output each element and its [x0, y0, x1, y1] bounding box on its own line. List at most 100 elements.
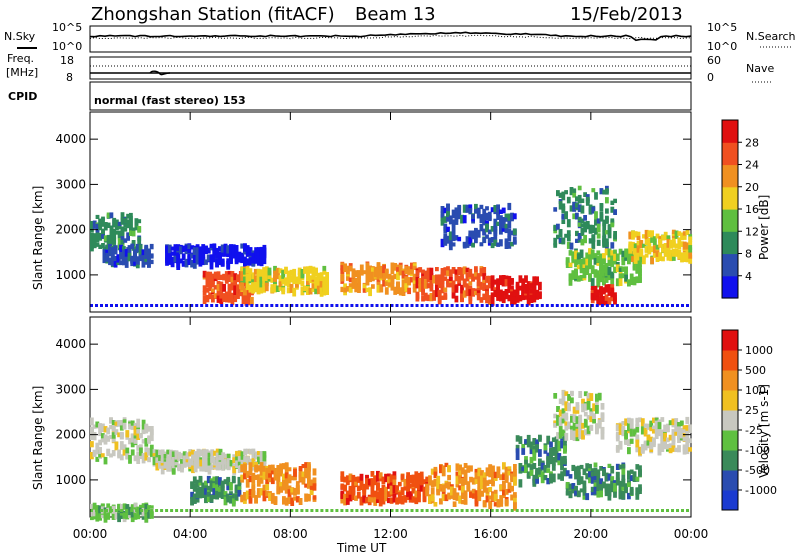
data-cell — [635, 434, 640, 443]
ground-cell — [285, 304, 289, 307]
data-cell — [628, 245, 633, 254]
data-cell — [553, 237, 558, 246]
data-cell — [103, 426, 108, 433]
data-cell — [177, 464, 182, 470]
ground-cell — [105, 304, 108, 307]
data-cell — [119, 260, 123, 265]
data-cell — [469, 491, 473, 498]
data-cell — [446, 226, 450, 232]
data-cell — [273, 280, 277, 286]
data-cell — [488, 501, 493, 510]
data-cell — [278, 281, 283, 287]
ground-cell — [645, 509, 649, 512]
data-cell — [92, 220, 97, 229]
data-cell — [642, 243, 646, 248]
data-cell — [655, 250, 660, 257]
ground-cell — [575, 509, 579, 512]
ground-cell — [550, 304, 554, 307]
data-cell — [521, 447, 526, 455]
data-cell — [268, 473, 272, 478]
data-cell — [569, 242, 574, 250]
ground-cell — [115, 304, 118, 307]
data-cell — [354, 285, 359, 293]
data-cell — [398, 271, 403, 276]
data-cell — [549, 477, 553, 484]
data-cell — [549, 454, 553, 463]
y-tick-label: 1000 — [55, 473, 86, 487]
data-cell — [596, 260, 601, 266]
data-cell — [311, 268, 316, 276]
data-cell — [485, 495, 490, 503]
data-cell — [216, 295, 221, 303]
ground-cell — [565, 304, 569, 307]
data-cell — [451, 283, 456, 292]
data-cell — [524, 459, 528, 466]
data-cell — [688, 254, 693, 264]
data-cell — [270, 467, 275, 475]
data-cell — [600, 426, 605, 434]
data-cell — [135, 247, 140, 252]
data-cell — [621, 478, 626, 487]
data-cell — [130, 449, 135, 456]
data-cell — [112, 228, 117, 234]
data-cell — [482, 293, 487, 301]
data-cell — [144, 251, 149, 259]
ground-cell — [505, 509, 509, 512]
data-cell — [440, 238, 445, 248]
data-cell — [688, 447, 692, 452]
data-cell — [557, 447, 562, 452]
data-cell — [184, 258, 189, 268]
data-cell — [571, 483, 576, 490]
data-cell — [621, 468, 626, 475]
data-cell — [458, 472, 462, 479]
data-cell — [119, 454, 124, 461]
ground-cell — [265, 509, 269, 512]
data-cell — [444, 462, 449, 467]
data-cell — [652, 437, 656, 443]
data-cell — [136, 445, 141, 451]
data-cell — [604, 263, 609, 272]
data-cell — [535, 477, 539, 484]
data-cell — [300, 280, 305, 287]
ground-cell — [385, 304, 389, 307]
data-cell — [351, 278, 356, 284]
ground-cell — [210, 509, 214, 512]
data-cell — [677, 436, 681, 443]
data-cell — [304, 467, 308, 477]
data-cell — [322, 287, 327, 294]
data-cell — [251, 484, 256, 489]
data-cell — [188, 451, 193, 457]
data-cell — [685, 437, 690, 446]
data-cell — [406, 485, 410, 492]
data-cell — [248, 468, 253, 475]
data-cell — [477, 493, 482, 502]
data-cell — [322, 270, 327, 275]
data-cell — [173, 244, 178, 252]
data-cell — [474, 274, 478, 280]
data-cell — [600, 431, 605, 440]
data-cell — [396, 284, 400, 291]
data-cell — [105, 248, 110, 255]
data-cell — [448, 279, 453, 286]
data-cell — [227, 297, 232, 303]
data-cell — [621, 474, 626, 480]
data-cell — [117, 503, 121, 511]
data-cell — [513, 495, 517, 503]
data-cell — [615, 253, 620, 262]
data-cell — [306, 266, 310, 274]
data-cell — [125, 452, 130, 460]
data-cell — [240, 276, 245, 281]
data-cell — [206, 247, 211, 254]
data-cell — [513, 464, 517, 471]
data-cell — [680, 232, 684, 241]
data-cell — [510, 296, 514, 306]
data-cell — [90, 433, 94, 440]
data-cell — [389, 485, 394, 495]
y-tick-label: 2000 — [55, 428, 86, 442]
data-cell — [677, 231, 682, 236]
data-cell — [580, 223, 585, 228]
ground-cell — [325, 509, 329, 512]
data-cell — [306, 286, 310, 295]
data-cell — [652, 425, 656, 431]
data-cell — [411, 474, 416, 484]
